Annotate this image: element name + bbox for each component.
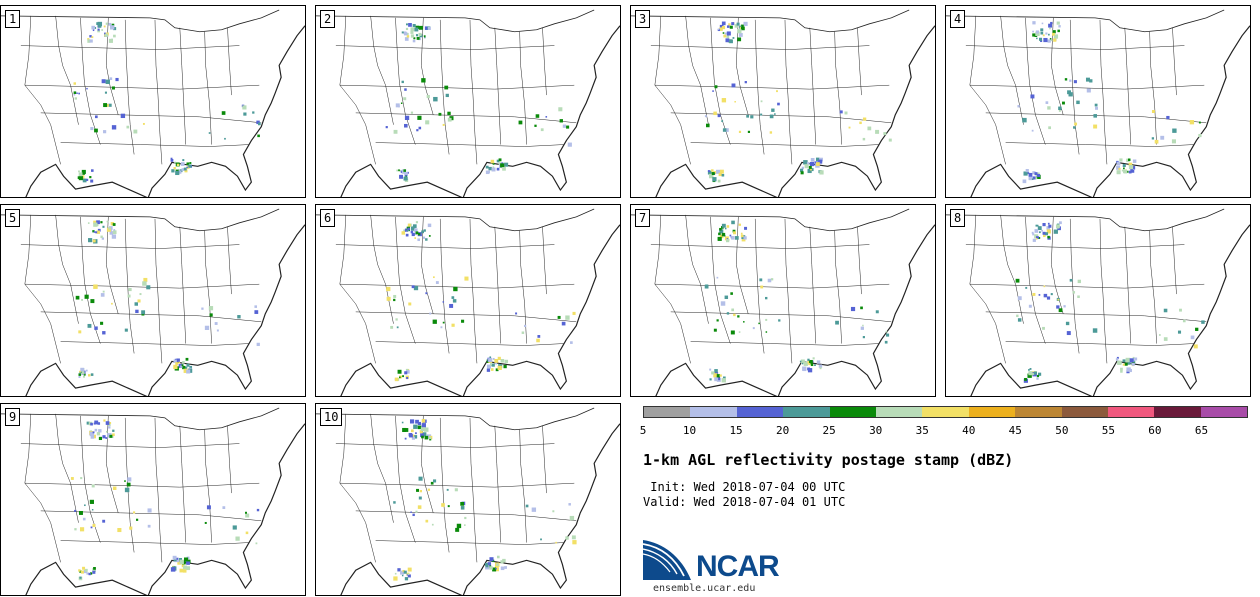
colorbar-tick: 35 (915, 424, 929, 437)
us-map (1, 407, 305, 595)
postage-stamp-member: 6 (315, 204, 621, 397)
us-map (946, 208, 1250, 396)
logo-wordmark: NCAR (696, 550, 780, 583)
colorbar-tick: 65 (1194, 424, 1209, 437)
colorbar-swatch (1107, 407, 1155, 417)
stamp-member-number: 5 (5, 209, 21, 227)
colorbar-tick: 30 (869, 424, 883, 437)
reflectivity-colorbar (643, 406, 1248, 418)
postage-stamp-member: 9 (0, 403, 306, 596)
postage-stamp-member: 8 (945, 204, 1251, 397)
stamp-member-number: 1 (5, 10, 21, 28)
colorbar-tick: 55 (1101, 424, 1115, 437)
colorbar-tick: 45 (1008, 424, 1022, 437)
colorbar-swatch (1200, 407, 1248, 417)
logo-url: ensemble.ucar.edu (653, 583, 756, 594)
postage-stamp-member: 3 (630, 5, 936, 198)
colorbar-swatch (875, 407, 923, 417)
stamp-member-number: 3 (635, 10, 651, 28)
colorbar-swatch (968, 407, 1016, 417)
stamp-member-number: 2 (320, 10, 336, 28)
colorbar-tick: 60 (1148, 424, 1162, 437)
stamp-member-number: 7 (635, 209, 651, 227)
init-time: Init: Wed 2018-07-04 00 UTC (643, 480, 846, 494)
stamp-member-number: 10 (320, 408, 343, 426)
us-map (316, 208, 620, 396)
postage-stamp-member: 5 (0, 204, 306, 397)
colorbar-swatch (783, 407, 830, 417)
colorbar-tick: 50 (1055, 424, 1069, 437)
valid-time: Valid: Wed 2018-07-04 01 UTC (643, 495, 846, 509)
stamp-member-number: 6 (320, 209, 336, 227)
postage-stamp-member: 2 (315, 5, 621, 198)
colorbar-tick: 10 (682, 424, 697, 437)
colorbar-tick: 25 (822, 424, 836, 437)
us-map (631, 9, 935, 197)
us-map (1, 208, 305, 396)
colorbar-swatch (1154, 407, 1201, 417)
postage-stamp-member: 1 (0, 5, 306, 198)
us-map (316, 407, 620, 595)
figure-title: 1-km AGL reflectivity postage stamp (dBZ… (643, 451, 1014, 469)
colorbar-tick: 40 (962, 424, 976, 437)
colorbar-swatch (1061, 407, 1108, 417)
colorbar-tick: 15 (729, 424, 743, 437)
colorbar-swatch (829, 407, 876, 417)
stamp-member-number: 9 (5, 408, 21, 426)
colorbar-swatch (644, 407, 691, 417)
stamp-member-number: 4 (950, 10, 966, 28)
us-map (316, 9, 620, 197)
postage-stamp-member: 7 (630, 204, 936, 397)
colorbar-swatch (690, 407, 737, 417)
postage-stamp-member: 4 (945, 5, 1251, 198)
colorbar-tick: 5 (639, 424, 647, 437)
ncar-logo-icon (643, 540, 691, 580)
colorbar-tick-labels: 5 10 15 20 25 30 35 40 45 50 55 60 65 (639, 424, 1248, 438)
us-map (631, 208, 935, 396)
stamp-member-number: 8 (950, 209, 966, 227)
colorbar-swatch (922, 407, 969, 417)
colorbar-swatch (736, 407, 784, 417)
colorbar-swatch (1015, 407, 1062, 417)
us-map (946, 9, 1250, 197)
us-map (1, 9, 305, 197)
postage-stamp-member: 10 (315, 403, 621, 596)
colorbar-tick: 20 (775, 424, 790, 437)
